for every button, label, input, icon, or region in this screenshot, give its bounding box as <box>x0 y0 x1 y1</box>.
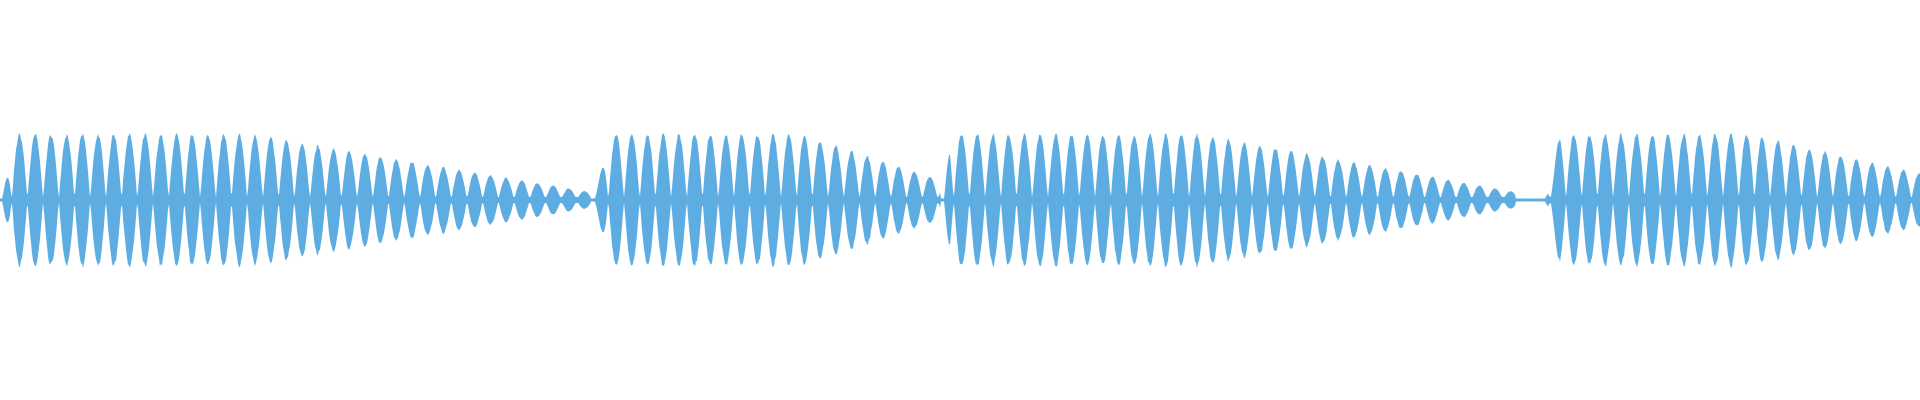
waveform-shape <box>0 132 1920 269</box>
